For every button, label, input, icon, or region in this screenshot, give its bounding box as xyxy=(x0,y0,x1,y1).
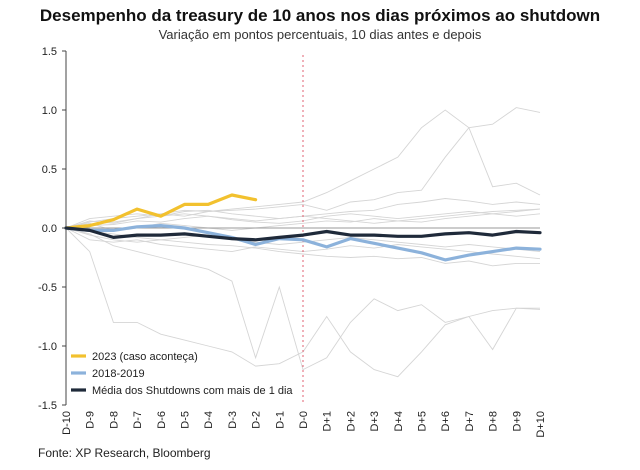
background-series-line xyxy=(65,126,541,229)
x-axis-ticks: D-10 D-9 D-8 D-7 D-6 D-5 D-4 D-3 D-2 D-1 D-0 D+1 D+2… xyxy=(61,411,547,438)
x-tick-label: D+9 xyxy=(511,411,523,432)
x-tick-label: D-1 xyxy=(274,411,286,429)
y-tick-label: -1.0 xyxy=(38,341,57,353)
legend-label: Média dos Shutdowns com mais de 1 dia xyxy=(92,385,293,397)
series-line xyxy=(64,193,258,230)
x-tick-label: D+8 xyxy=(488,411,500,432)
x-tick-label: D+5 xyxy=(417,411,429,432)
y-axis-ticks: 1.5 1.0 0.5 0.0 -0.5 -1.0 -1.5 xyxy=(38,46,66,412)
x-tick-label: D-10 xyxy=(61,411,73,435)
x-tick-label: D+1 xyxy=(322,411,334,432)
y-tick-label: -0.5 xyxy=(38,282,57,294)
legend-label: 2023 (caso aconteça) xyxy=(92,351,198,363)
x-tick-label: D-3 xyxy=(227,411,239,429)
source-note: Fonte: XP Research, Bloomberg xyxy=(38,446,211,460)
chart-subtitle: Variação em pontos percentuais, 10 dias … xyxy=(158,27,482,42)
series-line xyxy=(64,226,542,242)
legend-label: 2018-2019 xyxy=(92,368,145,380)
y-tick-label: 0.5 xyxy=(42,164,57,176)
x-tick-label: D-0 xyxy=(298,411,310,429)
legend: 2023 (caso aconteça) 2018-2019 Média dos S… xyxy=(71,351,293,397)
y-tick-label: 1.5 xyxy=(42,46,57,58)
x-tick-label: D-4 xyxy=(203,411,215,429)
chart-title: Desempenho da treasury de 10 anos nos di… xyxy=(39,6,601,25)
series-line xyxy=(64,224,542,262)
x-tick-label: D-8 xyxy=(108,411,120,429)
background-series-line xyxy=(65,227,540,371)
x-tick-label: D+4 xyxy=(393,411,405,432)
x-tick-label: D-9 xyxy=(85,411,97,429)
background-series-line xyxy=(65,227,541,253)
main-series-group xyxy=(64,193,542,262)
x-tick-label: D+2 xyxy=(345,411,357,432)
y-tick-label: 1.0 xyxy=(42,105,57,117)
x-tick-label: D+10 xyxy=(535,411,547,438)
y-tick-label: -1.5 xyxy=(38,400,57,412)
x-tick-label: D-6 xyxy=(156,411,168,429)
x-tick-label: D+3 xyxy=(369,411,381,432)
x-tick-label: D+7 xyxy=(464,411,476,432)
background-series-line xyxy=(65,227,540,267)
x-tick-label: D-2 xyxy=(251,411,263,429)
x-tick-label: D-5 xyxy=(180,411,192,429)
x-tick-label: D+6 xyxy=(440,411,452,432)
x-tick-label: D-7 xyxy=(132,411,144,429)
y-tick-label: 0.0 xyxy=(42,223,57,235)
